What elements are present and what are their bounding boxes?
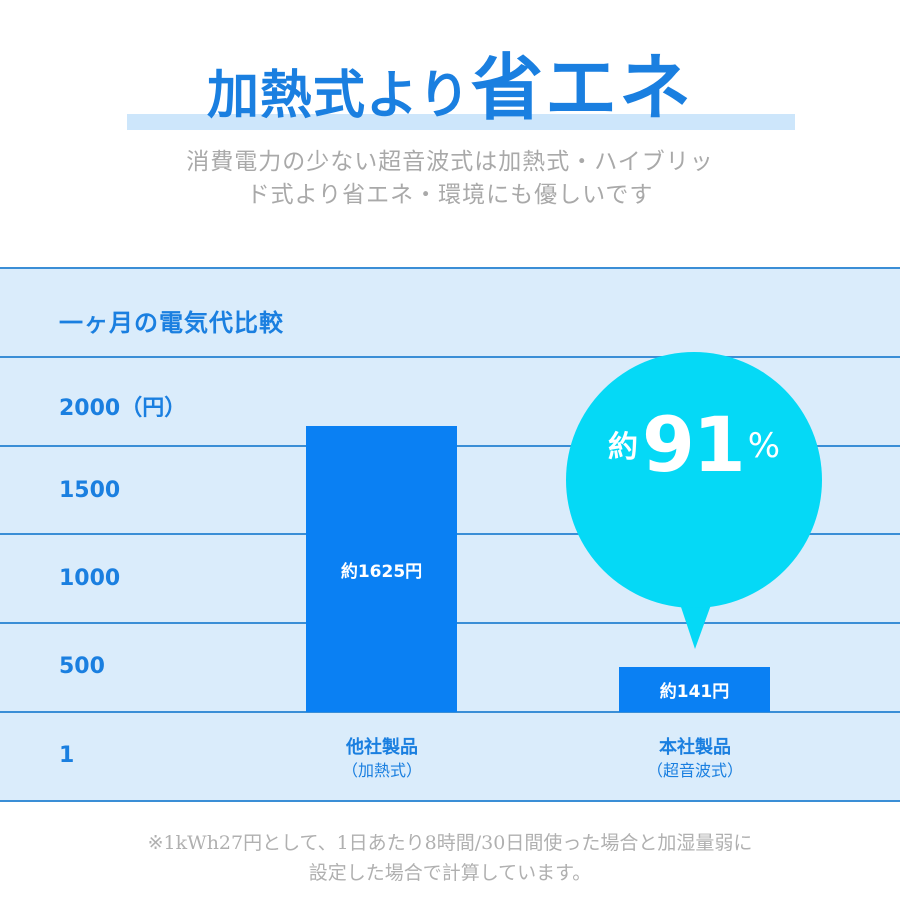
y-tick-2000: 2000（円） [59, 396, 187, 421]
chart-title: 一ヶ月の電気代比較 [59, 309, 284, 337]
subtitle: 消費電力の少ない超音波式は加熱式・ハイブリッ ド式より省エネ・環境にも優しいです [0, 146, 900, 212]
gridline [0, 356, 900, 358]
callout-suffix: % [747, 426, 781, 466]
footnote-line2: 設定した場合で計算しています。 [308, 862, 592, 884]
callout-value: 91 [641, 400, 746, 489]
y-tick-1500: 1500 [59, 478, 121, 503]
subtitle-line2: ド式より省エネ・環境にも優しいです [246, 182, 654, 208]
bar-competitor: 約1625円 [306, 426, 457, 712]
bar-value-label: 約141円 [659, 682, 730, 702]
category-name: 他社製品 [346, 737, 418, 758]
footnote-line1: ※1kWh27円として、1日あたり8時間/30日間使った場合と加湿量弱に [147, 832, 753, 854]
category-name: 本社製品 [659, 737, 731, 758]
savings-callout: 約91% [566, 400, 822, 489]
headline-part2: 省エネ [470, 45, 693, 130]
headline-part1: 加熱式より [207, 65, 471, 126]
footnote: ※1kWh27円として、1日あたり8時間/30日間使った場合と加湿量弱に 設定し… [0, 828, 900, 888]
category-type: （加熱式） [341, 761, 422, 780]
x-label-competitor: 他社製品 （加熱式） [282, 736, 482, 782]
gridline-baseline [0, 711, 900, 713]
headline: 加熱式より省エネ [0, 52, 900, 124]
bar-value-label: 約1625円 [340, 561, 423, 582]
y-tick-500: 500 [59, 654, 105, 679]
x-label-our-product: 本社製品 （超音波式） [595, 736, 795, 782]
speech-bubble [566, 352, 822, 608]
subtitle-line1: 消費電力の少ない超音波式は加熱式・ハイブリッ [186, 149, 714, 175]
y-tick-1000: 1000 [59, 566, 121, 591]
y-tick-1: 1 [59, 743, 75, 768]
bar-our-product: 約141円 [619, 667, 770, 712]
headline-highlight-stripe [127, 114, 795, 130]
gridline [0, 267, 900, 269]
callout-prefix: 約 [607, 430, 638, 465]
category-type: （超音波式） [646, 761, 743, 780]
gridline [0, 800, 900, 802]
